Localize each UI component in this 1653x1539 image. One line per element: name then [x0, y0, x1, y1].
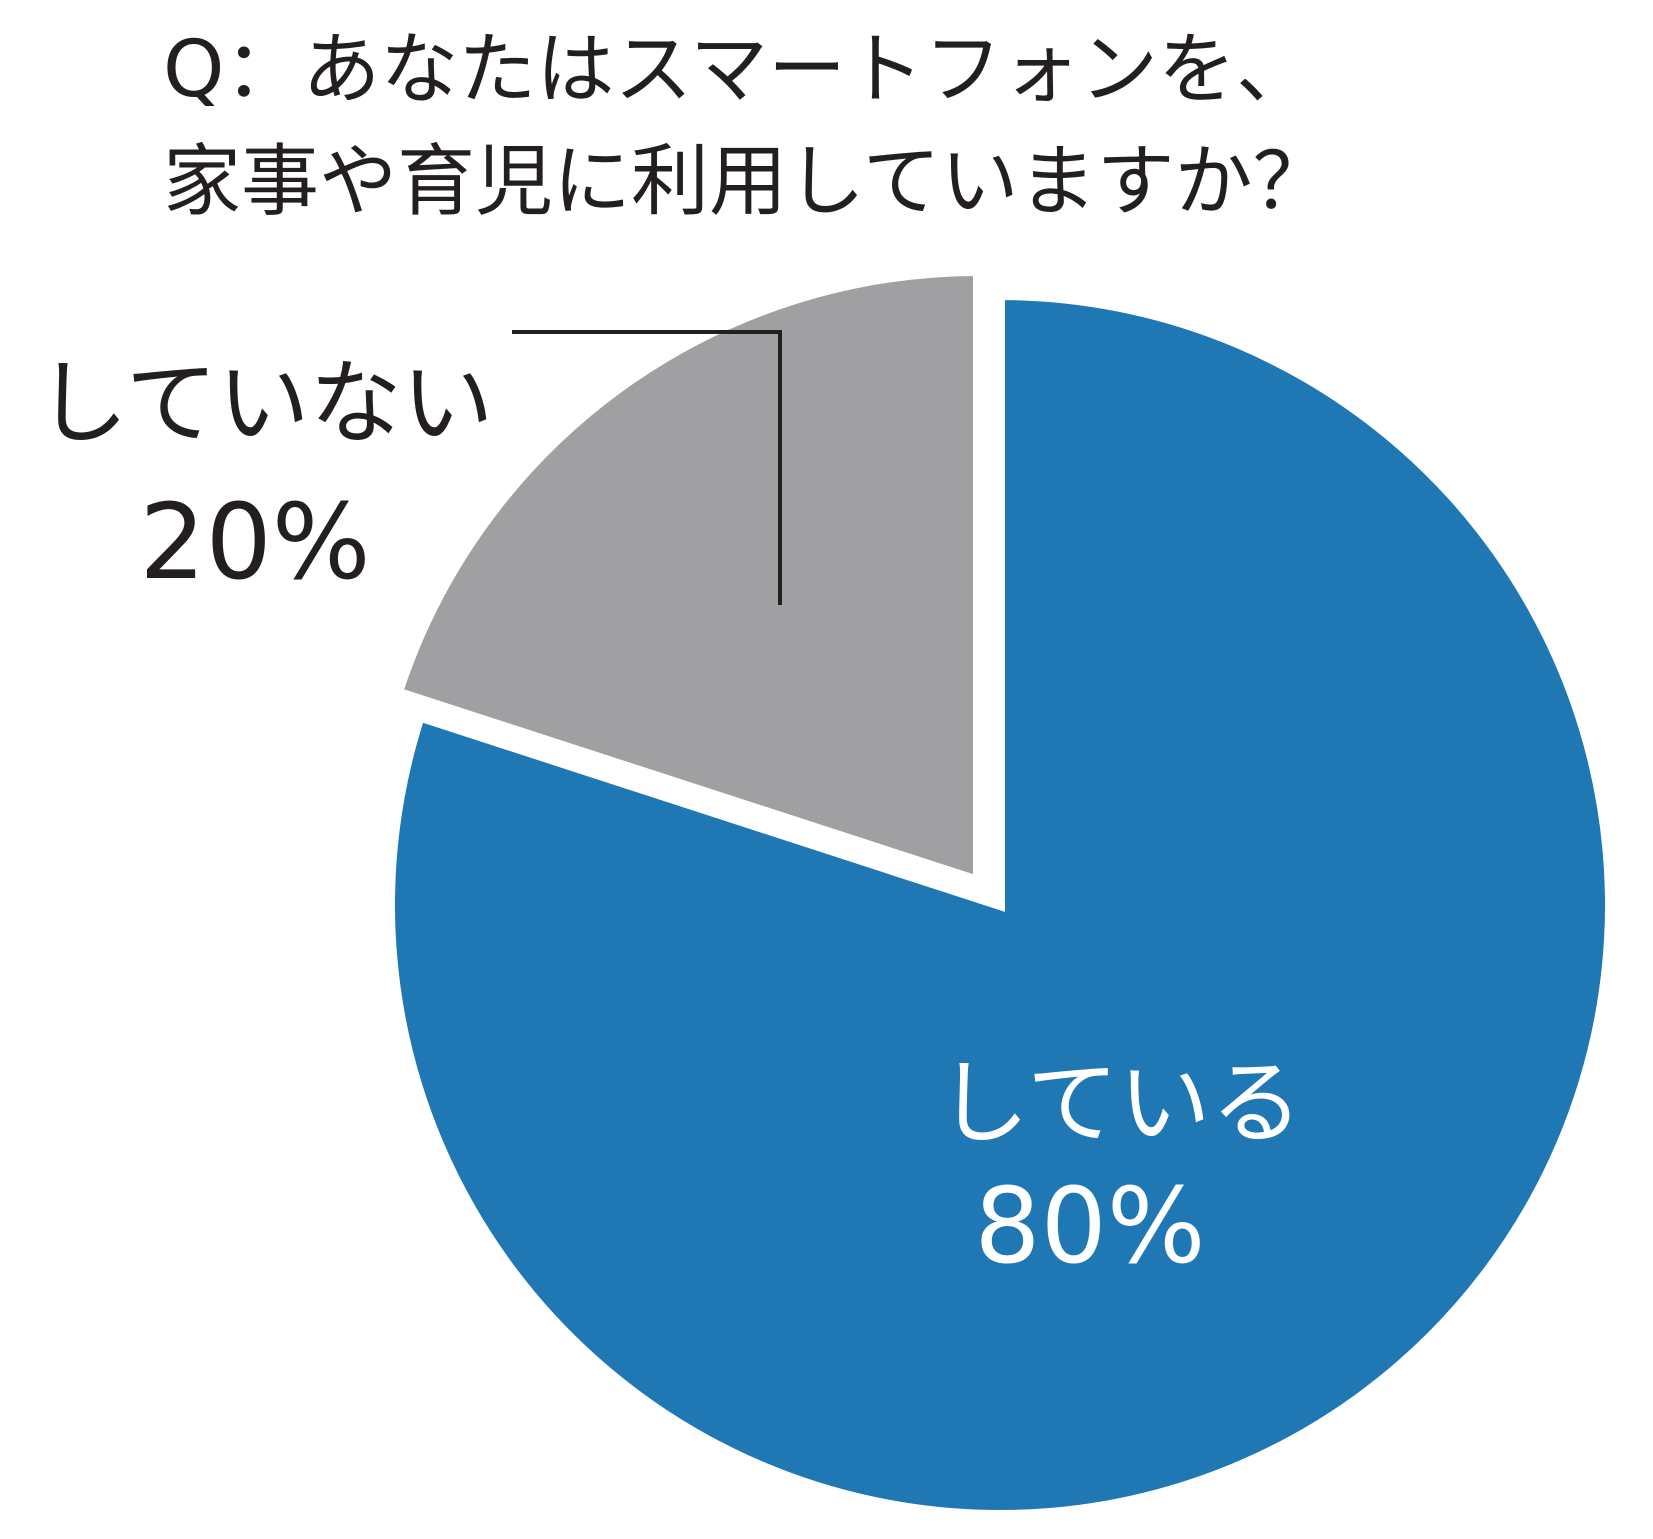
slice-value-shiteinai: 20%	[139, 481, 370, 603]
slice-label-shiteiru: している	[937, 1050, 1302, 1157]
slice-label-shiteinai: していない	[36, 350, 493, 457]
slice-value-shiteiru: 80%	[974, 1165, 1205, 1287]
pie-slice-0	[385, 289, 1615, 1520]
chart-title-line-2: 家事や育児に利用していますか？	[163, 137, 1331, 227]
chart-title-line-1: Q：あなたはスマートフォンを、	[163, 25, 1314, 115]
pie-slice-1	[391, 265, 983, 888]
callout-leader-line	[512, 330, 782, 605]
pie-slices	[385, 265, 1615, 1520]
